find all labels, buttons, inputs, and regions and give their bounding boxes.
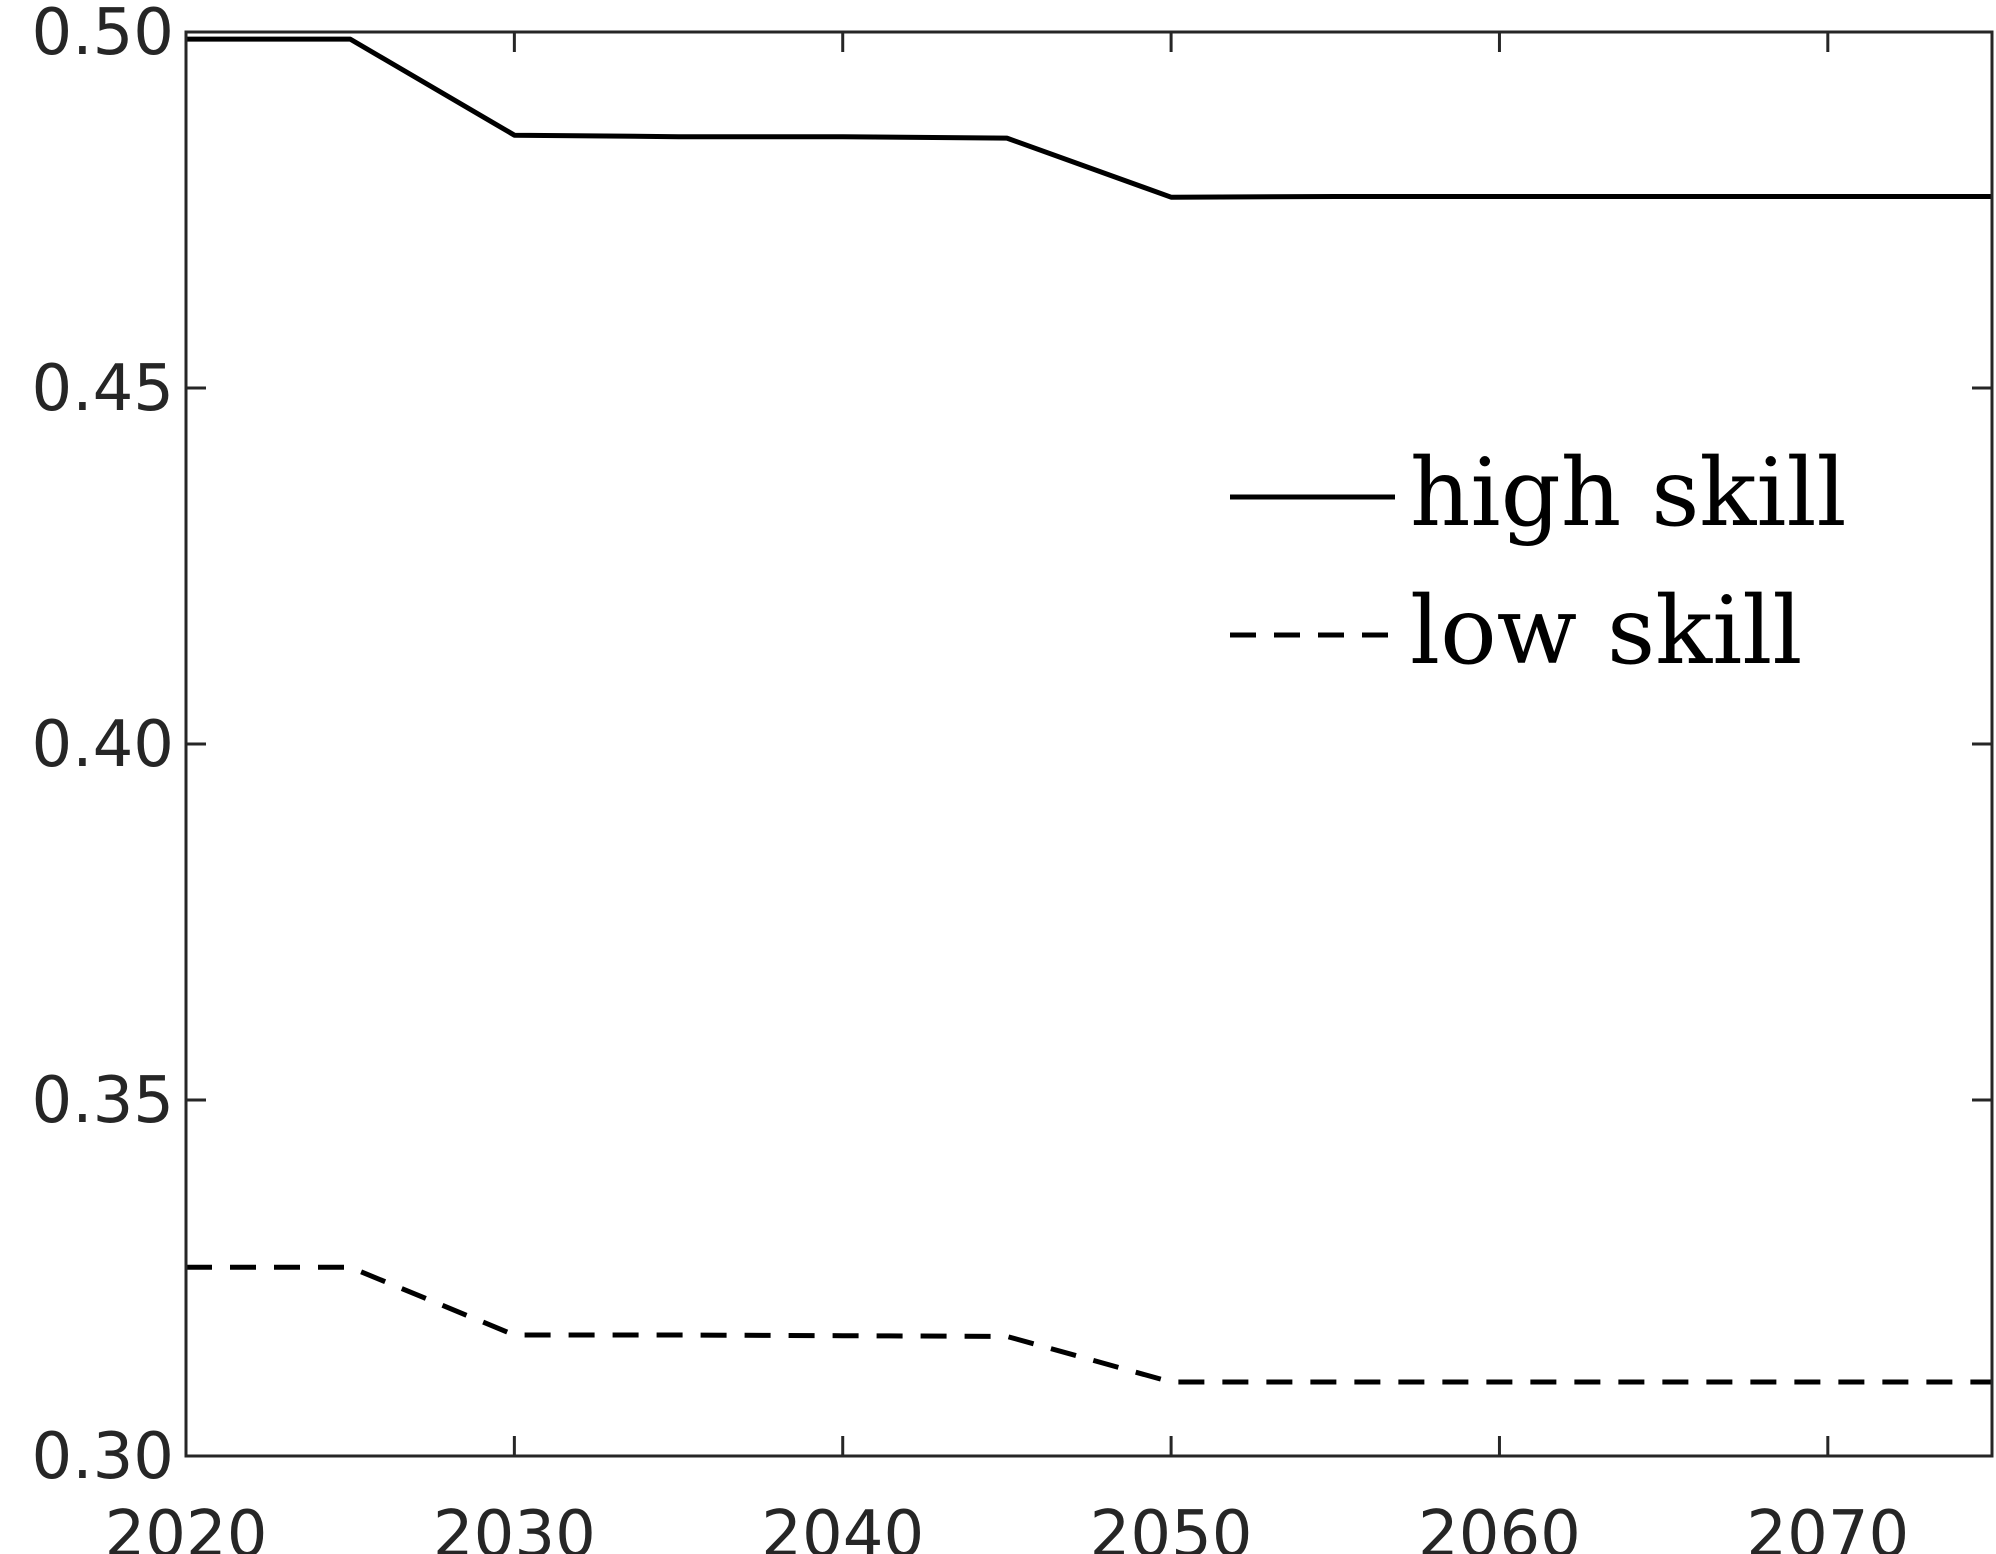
legend: high skill low skill <box>1230 439 1847 686</box>
x-tick-label: 2030 <box>433 1498 596 1554</box>
y-tick-label: 0.45 <box>32 352 175 426</box>
series-line-high-skill <box>186 36 1992 200</box>
legend-label-high-skill: high skill <box>1410 439 1847 548</box>
y-tick-label: 0.30 <box>32 1420 175 1494</box>
x-axis-tick-labels: 2020 2030 2040 2050 2060 2070 <box>105 1498 1910 1554</box>
y-tick-label: 0.50 <box>32 0 175 70</box>
y-tick-label: 0.40 <box>32 708 175 782</box>
series-line-low-skill <box>186 1264 1992 1385</box>
axis-ticks <box>184 30 1992 1458</box>
plot-area-border <box>184 30 1994 1458</box>
series-lines <box>186 36 1992 1385</box>
x-tick-label: 2020 <box>105 1498 268 1554</box>
y-tick-label: 0.35 <box>32 1064 175 1138</box>
legend-label-low-skill: low skill <box>1410 577 1802 686</box>
x-tick-label: 2050 <box>1090 1498 1253 1554</box>
x-tick-label: 2040 <box>761 1498 924 1554</box>
y-axis-tick-labels: 0.30 0.35 0.40 0.45 0.50 <box>32 0 175 1494</box>
x-tick-label: 2060 <box>1418 1498 1581 1554</box>
x-tick-label: 2070 <box>1746 1498 1909 1554</box>
